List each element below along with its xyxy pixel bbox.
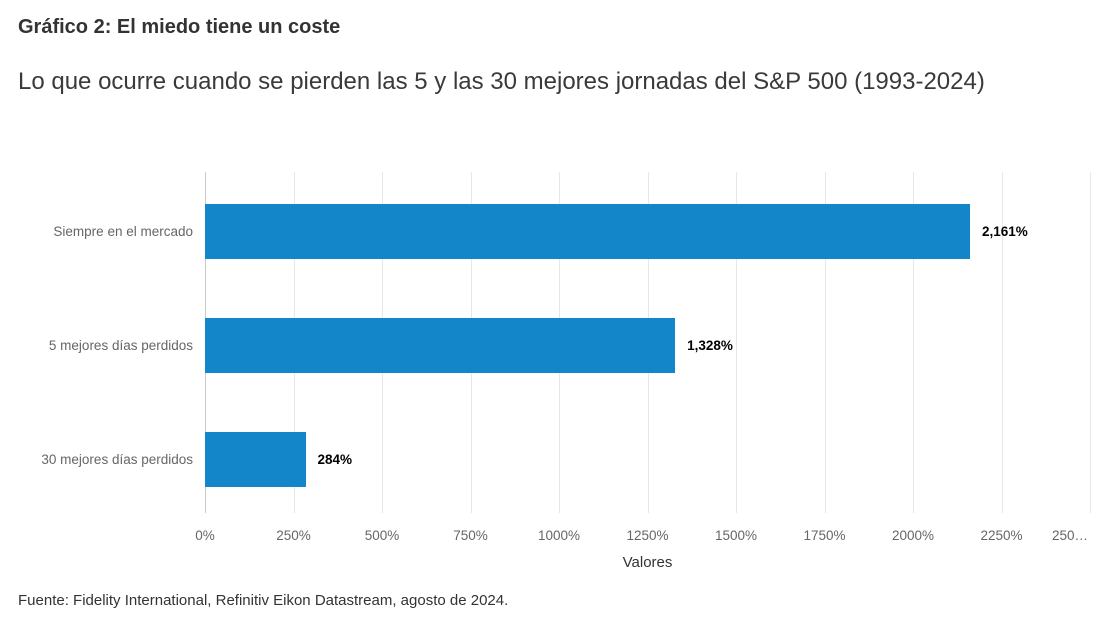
bar-value-label: 284% [317, 452, 353, 467]
gridline [736, 172, 737, 513]
x-axis-title: Valores [622, 554, 673, 571]
x-axis-tick-label: 750% [453, 528, 488, 543]
bar [205, 318, 676, 373]
x-axis-tick-label: 1000% [537, 528, 581, 543]
gridline [1090, 172, 1091, 513]
x-axis-tick-label: 250% [276, 528, 311, 543]
y-axis-label: 5 mejores días perdidos [48, 338, 193, 353]
x-axis-tick-label: 1250% [626, 528, 669, 543]
bar-value-label: 2,161% [981, 224, 1028, 239]
gridline [913, 172, 914, 513]
chart-subtitle: Lo que ocurre cuando se pierden las 5 y … [18, 68, 985, 95]
gridline [1001, 172, 1003, 513]
bar-value-label: 1,328% [687, 338, 733, 353]
x-axis-tick-label: 1500% [714, 528, 758, 543]
x-axis-tick-label: 2250% [980, 528, 1023, 543]
x-axis-tick-label: 2000% [891, 528, 935, 543]
source-note: Fuente: Fidelity International, Refiniti… [18, 592, 509, 609]
x-axis-tick-labels: 0% 250% 500% 750% 1000% 1250% 1500% 1750% 2000% 2… [195, 528, 1090, 548]
y-axis-label: 30 mejores días perdidos [41, 452, 193, 467]
bar [205, 432, 306, 487]
x-axis-tick-label: 1750% [803, 528, 846, 543]
x-axis-tick-label: 250… [1051, 528, 1088, 543]
y-axis-label: Siempre en el mercado [53, 224, 193, 239]
x-axis-tick-label: 500% [364, 528, 400, 543]
page-title: Gráfico 2: El miedo tiene un coste [18, 16, 341, 38]
gridline [824, 172, 826, 513]
bar [205, 204, 970, 259]
x-axis-tick-label: 0% [195, 528, 215, 543]
y-axis-labels: Siempre en el mercado 5 mejores días perd… [0, 172, 193, 513]
plot-area: 2,161% 1,328% 284% [205, 172, 1091, 513]
